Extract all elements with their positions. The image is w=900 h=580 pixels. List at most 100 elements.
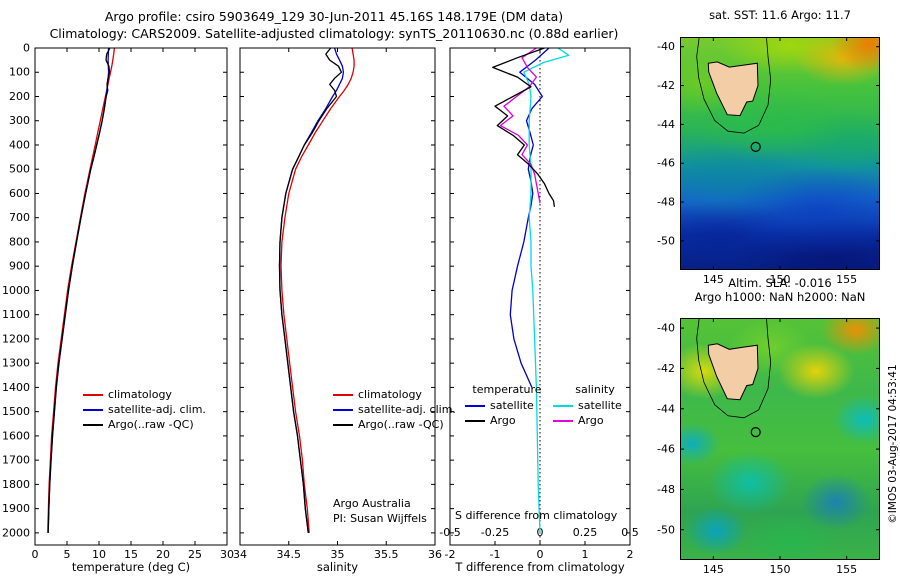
legend-diff-temperature-header: temperature	[472, 383, 542, 396]
legend-diff-temperature: temperature satellite Argo	[465, 382, 549, 428]
figure-subtitle: Climatology: CARS2009. Satellite-adjuste…	[49, 26, 619, 41]
shelf-contour	[696, 318, 772, 419]
legend-line-swatch	[553, 404, 573, 407]
annotation-argo-australia: Argo Australia	[333, 497, 411, 510]
legend-label: satellite-adj. clim.	[108, 403, 206, 416]
depth-tick-label: 200	[9, 90, 30, 103]
imos-credit: ©IMOS 03-Aug-2017 04:53:41	[887, 364, 899, 524]
legend-label: satellite	[490, 399, 534, 412]
lat-tick-label: -50	[657, 523, 675, 536]
sla-map-subtitle: Argo h1000: NaN h2000: NaN	[694, 290, 866, 304]
legend-line-swatch	[83, 423, 103, 426]
lat-tick-label: -50	[657, 234, 675, 247]
temperature-axis-label: temperature (deg C)	[71, 560, 191, 574]
depth-tick-label: 300	[9, 114, 30, 127]
legend-line-swatch	[83, 408, 103, 411]
legend-item: climatology	[83, 387, 206, 402]
float-location-marker	[750, 426, 761, 438]
sdiff-axis-label: S difference from climatology	[455, 509, 618, 522]
series-climatology	[47, 47, 116, 533]
legend-label: climatology	[108, 388, 172, 401]
depth-tick-label: 900	[9, 260, 30, 273]
depth-tick-label: 500	[9, 163, 30, 176]
float-location-marker	[750, 141, 761, 153]
depth-tick-label: 1100	[2, 308, 30, 321]
x-tick-label: 15	[124, 548, 138, 561]
lon-tick-label: 145	[703, 563, 724, 576]
legend-item: Argo(..raw -QC)	[83, 417, 206, 432]
depth-tick-label: 1900	[2, 502, 30, 515]
sst-map-title: sat. SST: 11.6 Argo: 11.7	[709, 8, 851, 22]
legend-line-swatch	[465, 419, 485, 422]
s-tick-label: -0.25	[481, 526, 509, 539]
series-climatology	[280, 47, 355, 533]
x-tick-label: -2	[445, 548, 456, 561]
depth-tick-label: 800	[9, 235, 30, 248]
lat-tick-label: -48	[657, 483, 675, 496]
legend-temperature-panel: climatology satellite-adj. clim. Argo(..ra…	[83, 387, 206, 432]
legend-label: Argo	[490, 414, 516, 427]
legend-label: Argo(..raw -QC)	[358, 418, 444, 431]
x-tick-label: 0	[537, 548, 544, 561]
lat-tick-label: -42	[657, 79, 675, 92]
lat-tick-label: -46	[657, 443, 675, 456]
x-tick-label: 34.5	[277, 548, 302, 561]
depth-tick-label: 0	[23, 42, 30, 55]
depth-tick-label: 1400	[2, 381, 30, 394]
depth-tick-label: 400	[9, 138, 30, 151]
legend-line-swatch	[333, 408, 353, 411]
legend-label: Argo(..raw -QC)	[108, 418, 194, 431]
legend-line-swatch	[333, 393, 353, 396]
legend-item: satellite-adj. clim.	[333, 402, 456, 417]
legend-item: Argo	[553, 413, 637, 428]
x-tick-label: -1	[490, 548, 501, 561]
plot-box	[239, 47, 436, 546]
series-argo-raw-qc-	[278, 47, 343, 533]
depth-tick-label: 1300	[2, 357, 30, 370]
x-tick-label: 35.5	[374, 548, 399, 561]
x-tick-label: 35	[331, 548, 345, 561]
plot-box	[34, 47, 228, 546]
series-argo-s-diff	[499, 47, 541, 204]
s-tick-label: 0.25	[573, 526, 598, 539]
x-tick-label: 36	[428, 548, 442, 561]
lat-tick-label: -42	[657, 362, 675, 375]
lat-tick-label: -48	[657, 196, 675, 209]
legend-item: Argo	[465, 413, 549, 428]
legend-item: satellite	[553, 398, 637, 413]
legend-item: satellite	[465, 398, 549, 413]
series-argo-raw-qc-	[47, 47, 111, 533]
lon-tick-label: 145	[703, 273, 724, 286]
lon-tick-label: 155	[836, 273, 857, 286]
x-tick-label: 30	[220, 548, 234, 561]
depth-tick-label: 1600	[2, 429, 30, 442]
x-tick-label: 34	[233, 548, 247, 561]
tasmania-landmass	[707, 61, 759, 117]
tasmania-landmass	[707, 343, 759, 401]
legend-label: satellite	[578, 399, 622, 412]
lon-tick-label: 150	[770, 563, 791, 576]
lat-tick-label: -40	[657, 40, 675, 53]
legend-line-swatch	[333, 423, 353, 426]
map-sla-overlay: 145 150 155 -40 -42 -44 -46 -48 -50	[657, 318, 880, 576]
legend-label: climatology	[358, 388, 422, 401]
legend-item: satellite-adj. clim.	[83, 402, 206, 417]
x-tick-label: 5	[64, 548, 71, 561]
x-tick-label: 1	[582, 548, 589, 561]
figure-title: Argo profile: csiro 5903649_129 30-Jun-2…	[104, 9, 564, 24]
depth-tick-label: 2000	[2, 526, 30, 539]
depth-tick-label: 1000	[2, 284, 30, 297]
salinity-axis-label: salinity	[316, 560, 359, 574]
sla-map-title: Altim. SLA: -0.016	[728, 276, 832, 290]
series-argo-t-diff	[492, 47, 556, 207]
tdiff-axis-label: T difference from climatology	[455, 560, 625, 574]
depth-tick-label: 600	[9, 187, 30, 200]
annotation-pi: PI: Susan Wijffels	[333, 512, 427, 525]
depth-tick-label: 1200	[2, 332, 30, 345]
shelf-contour	[696, 37, 772, 134]
legend-item: climatology	[333, 387, 456, 402]
legend-diff-salinity-header: salinity	[575, 383, 615, 396]
lon-tick-label: 150	[770, 273, 791, 286]
depth-tick-label: 100	[9, 66, 30, 79]
sst-map: 145 150 155 -40 -42 -44 -46 -48 -50	[657, 37, 880, 286]
